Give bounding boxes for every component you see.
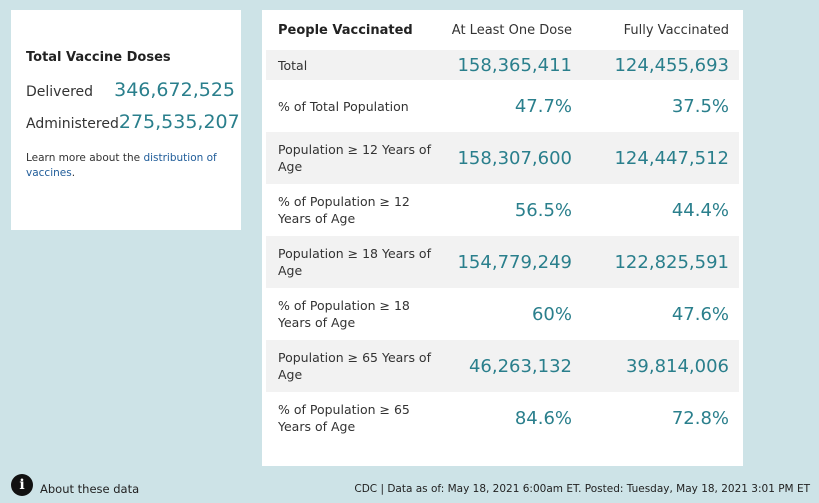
row-label: % of Total Population [278,98,409,114]
header-at-least-one-dose: At Least One Dose [451,22,572,38]
table-row: % of Population ≥ 18 Years of Age 60% 47… [266,288,739,340]
total-vaccine-doses-card: Total Vaccine Doses Delivered 346,672,52… [11,10,241,230]
delivered-row: Delivered 346,672,525 [26,79,241,101]
row-label: Population ≥ 65 Years of Age [278,350,431,382]
row-label: % of Population ≥ 12 Years of Age [278,194,410,226]
data-source-note: CDC | Data as of: May 18, 2021 6:00am ET… [354,483,810,495]
fully-vaccinated-value: 72.8% [671,407,729,429]
one-dose-value: 154,779,249 [457,251,572,273]
one-dose-value: 60% [531,303,572,325]
administered-label: Administered [26,116,119,132]
table-row: % of Population ≥ 12 Years of Age 56.5% … [266,184,739,236]
fully-vaccinated-value: 44.4% [671,199,729,221]
one-dose-value: 158,365,411 [457,54,572,76]
fully-vaccinated-value: 124,455,693 [614,54,729,76]
learn-more-suffix: . [71,167,76,179]
header-people-vaccinated: People Vaccinated [278,22,413,38]
about-these-data-link[interactable]: About these data [40,482,140,496]
one-dose-value: 47.7% [514,95,572,117]
row-label: % of Population ≥ 65 Years of Age [278,402,410,434]
row-label: % of Population ≥ 18 Years of Age [278,298,410,330]
delivered-value: 346,672,525 [114,79,235,101]
row-label: Total [278,57,308,73]
table-row: Population ≥ 12 Years of Age 158,307,600… [266,132,739,184]
table-row: Total 158,365,411 124,455,693 [266,50,739,80]
table-row: Population ≥ 65 Years of Age 46,263,132 … [266,340,739,392]
about-these-data[interactable]: i About these data [11,474,139,496]
administered-row: Administered 275,535,207 [26,111,241,133]
one-dose-value: 84.6% [514,407,572,429]
administered-value: 275,535,207 [118,111,240,133]
doses-title: Total Vaccine Doses [26,50,171,65]
fully-vaccinated-value: 124,447,512 [614,147,729,169]
one-dose-value: 158,307,600 [457,147,572,169]
table-row: % of Population ≥ 65 Years of Age 84.6% … [266,392,739,444]
fully-vaccinated-value: 39,814,006 [625,355,729,377]
row-label: Population ≥ 18 Years of Age [278,246,431,278]
distribution-link[interactable]: distribution of vaccines [26,152,217,179]
table-row: % of Total Population 47.7% 37.5% [266,80,739,132]
one-dose-value: 46,263,132 [468,355,572,377]
fully-vaccinated-value: 122,825,591 [614,251,729,273]
people-vaccinated-table: People Vaccinated At Least One Dose Full… [262,10,743,466]
one-dose-value: 56.5% [514,199,572,221]
learn-more-prefix: Learn more about the [26,152,144,164]
table-row: Population ≥ 18 Years of Age 154,779,249… [266,236,739,288]
info-icon[interactable]: i [11,474,33,496]
header-fully-vaccinated: Fully Vaccinated [623,22,729,38]
fully-vaccinated-value: 47.6% [671,303,729,325]
fully-vaccinated-value: 37.5% [671,95,729,117]
learn-more-text: Learn more about the distribution of vac… [26,151,241,181]
table-header: People Vaccinated At Least One Dose Full… [266,10,739,50]
row-label: Population ≥ 12 Years of Age [278,142,431,174]
delivered-label: Delivered [26,84,94,100]
